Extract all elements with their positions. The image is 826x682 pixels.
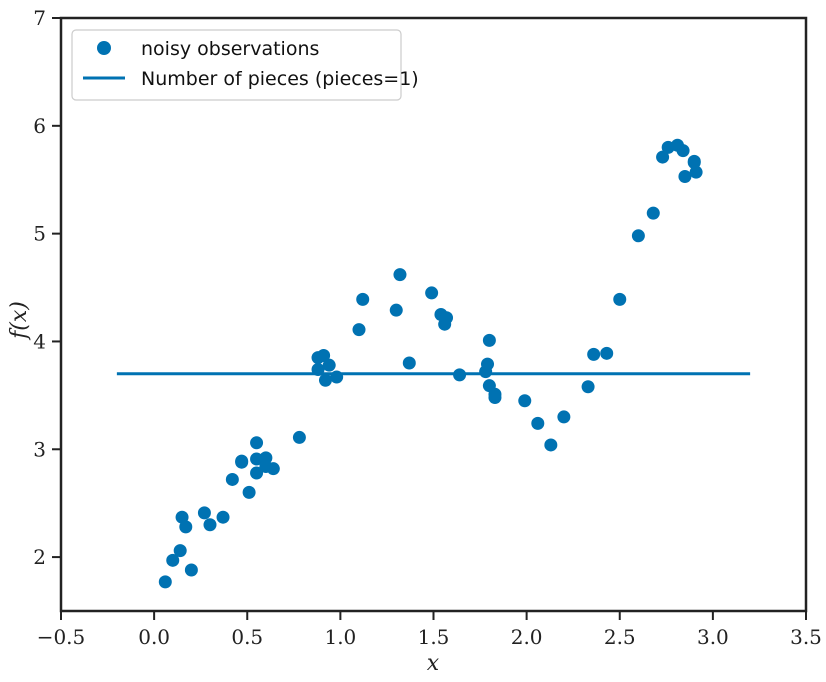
scatter-point <box>250 466 264 480</box>
scatter-point <box>557 410 571 424</box>
y-tick-label: 4 <box>33 329 46 353</box>
scatter-point <box>544 438 558 452</box>
scatter-point <box>613 292 627 306</box>
scatter-point <box>292 430 306 444</box>
scatter-point <box>318 373 332 387</box>
x-tick-label: −0.5 <box>37 625 86 649</box>
scatter-point <box>197 506 211 520</box>
scatter-point <box>242 485 256 499</box>
plot-frame <box>59 16 808 613</box>
scatter-point <box>393 268 407 282</box>
scatter-point <box>158 575 172 589</box>
scatter-point <box>389 303 403 317</box>
scatter-point <box>600 346 614 360</box>
scatter-point <box>225 472 239 486</box>
scatter-point <box>317 348 331 362</box>
y-axis-label: f(x) <box>7 301 32 341</box>
scatter-point <box>173 544 187 558</box>
scatter-point <box>440 311 454 325</box>
y-tick-label: 7 <box>33 6 46 30</box>
scatter-point <box>352 323 366 337</box>
scatter-point <box>676 144 690 158</box>
x-tick-label: 2.0 <box>511 625 543 649</box>
x-tick-label: 1.0 <box>324 625 356 649</box>
scatter-point <box>587 347 601 361</box>
x-tick-label: 3.5 <box>790 625 822 649</box>
scatter-point <box>481 357 495 371</box>
x-axis-label: x <box>427 651 440 676</box>
y-tick-label: 2 <box>33 545 46 569</box>
x-tick-label: 1.5 <box>418 625 450 649</box>
scatter-point <box>322 358 336 372</box>
legend-label-line: Number of pieces (pieces=1) <box>141 68 419 90</box>
scatter-point <box>678 169 692 183</box>
scatter-point <box>581 380 595 394</box>
x-tick-label: 0.0 <box>138 625 170 649</box>
scatter-point <box>425 286 439 300</box>
scatter-point <box>203 518 217 532</box>
scatter-point <box>184 563 198 577</box>
scatter-point <box>689 165 703 179</box>
scatter-point <box>531 416 545 430</box>
scatter-point <box>687 155 701 169</box>
legend: noisy observations Number of pieces (pie… <box>71 29 419 101</box>
scatter-point <box>330 370 344 384</box>
scatter-point <box>235 454 249 468</box>
scatter-point <box>216 510 230 524</box>
legend-label-scatter: noisy observations <box>141 38 319 60</box>
legend-marker-scatter <box>97 41 111 55</box>
x-tick-label: 2.5 <box>604 625 636 649</box>
scatter-point <box>631 229 645 243</box>
scatter-point <box>356 292 370 306</box>
scatter-point <box>482 333 496 347</box>
scatter-point <box>266 462 280 476</box>
scatter-point <box>488 387 502 401</box>
scatter-points <box>158 138 703 589</box>
scatter-point <box>518 394 532 408</box>
y-tick-label: 3 <box>33 437 46 461</box>
x-tick-label: 0.5 <box>231 625 263 649</box>
scatter-point <box>646 206 660 220</box>
ticks: −0.5 0.0 0.5 1.0 1.5 2.0 2.5 3.0 3.5 2 3 4 5 6 7 <box>33 6 822 649</box>
scatter-point <box>250 436 264 450</box>
scatter-point <box>311 362 325 376</box>
scatter-point <box>453 368 467 382</box>
scatter-point <box>179 520 193 534</box>
legend-box <box>71 29 402 101</box>
y-tick-label: 6 <box>33 114 46 138</box>
scatter-point <box>166 553 180 567</box>
scatter-point <box>402 356 416 370</box>
scatter-point <box>656 150 670 164</box>
x-tick-label: 3.0 <box>697 625 729 649</box>
y-tick-label: 5 <box>33 222 46 246</box>
